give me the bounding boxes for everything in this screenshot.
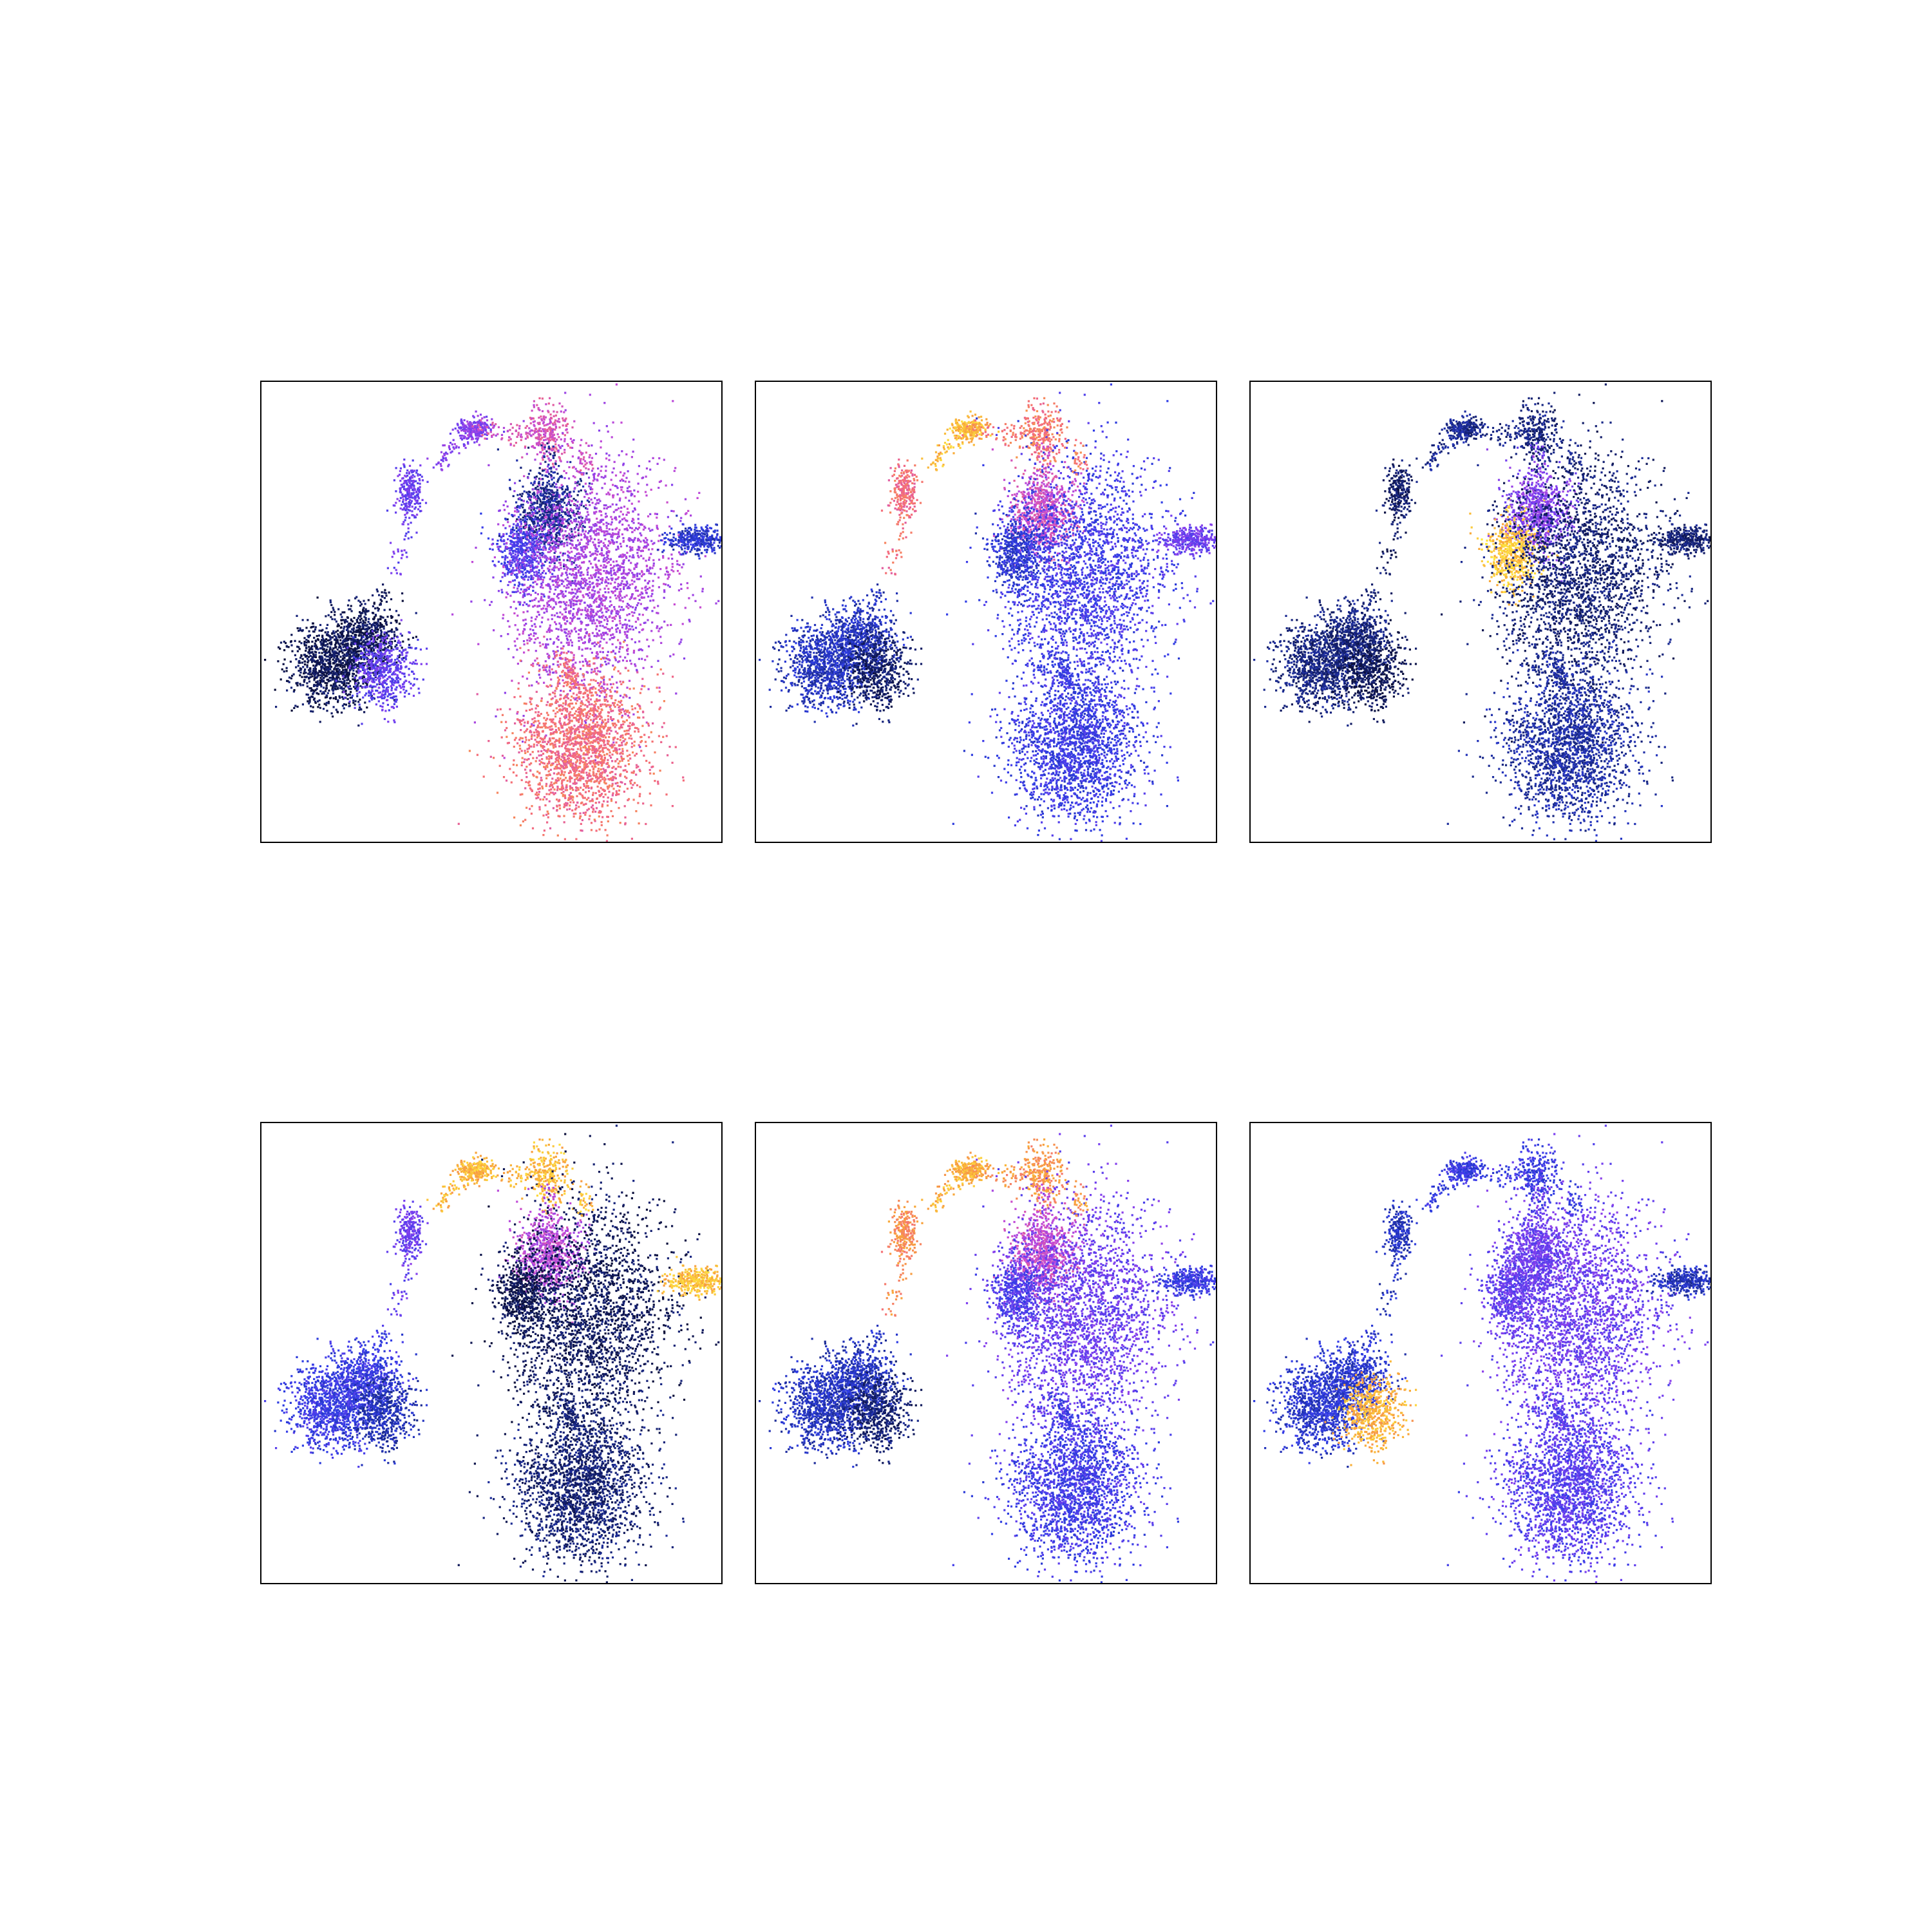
scatter-points-3: [1253, 383, 1711, 842]
panel-frame-1: [260, 381, 723, 843]
scatter-points-2: [759, 383, 1217, 842]
scatter-points-4: [264, 1124, 722, 1584]
scatter-panel-5: [755, 1122, 1217, 1584]
scatter-points-5: [759, 1124, 1217, 1584]
panel-frame-2: [755, 381, 1217, 843]
scatter-points-1: [264, 383, 722, 842]
scatter-panel-6: [1249, 1122, 1712, 1584]
scatter-panel-3: [1249, 381, 1712, 843]
panel-frame-5: [755, 1122, 1217, 1584]
panel-frame-4: [260, 1122, 723, 1584]
scatter-points-6: [1253, 1124, 1711, 1584]
scatter-panel-1: [260, 381, 723, 843]
panel-frame-6: [1249, 1122, 1712, 1584]
scatter-panel-2: [755, 381, 1217, 843]
panel-grid: [260, 381, 1712, 1584]
panel-frame-3: [1249, 381, 1712, 843]
scatter-panel-4: [260, 1122, 723, 1584]
